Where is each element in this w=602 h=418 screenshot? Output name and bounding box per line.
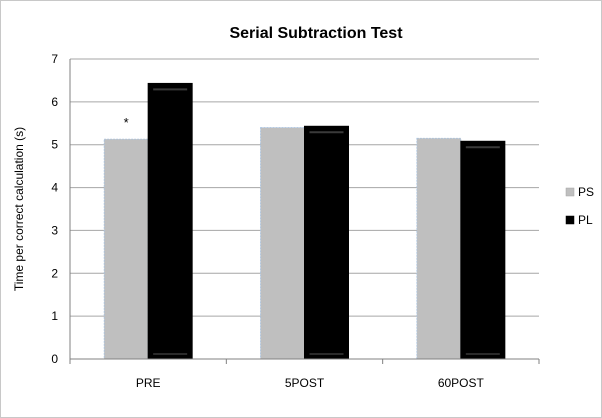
y-tick-label: 5: [51, 138, 58, 152]
significance-marker: *: [124, 115, 129, 130]
bar-ps-60post: [416, 137, 462, 360]
bar-ps-pre: [103, 138, 149, 360]
legend-swatch-ps: [565, 187, 575, 197]
legend-label-ps: PS: [578, 185, 594, 199]
y-tick-label: 6: [51, 95, 58, 109]
legend: PS PL: [565, 185, 594, 227]
x-tick-label: 60POST: [438, 376, 485, 390]
bars: [103, 82, 506, 360]
x-tick-label: PRE: [136, 376, 161, 390]
y-tick-label: 3: [51, 223, 58, 237]
bar-pl-5post: [304, 125, 349, 360]
y-tick-label: 0: [51, 352, 58, 366]
legend-swatch-pl: [565, 215, 575, 225]
bar-pl-pre: [147, 82, 193, 360]
bar-ps-5post: [260, 127, 305, 360]
y-tick-label: 2: [51, 266, 58, 280]
y-tick-label: 1: [51, 309, 58, 323]
y-tick-label: 7: [51, 52, 58, 66]
x-tick-label: 5POST: [285, 376, 325, 390]
axes: 0 1 2 3 4 5 6 7 PRE 5POST 60POST *: [51, 52, 540, 390]
chart-title: Serial Subtraction Test: [229, 25, 403, 42]
bar-pl-60post: [460, 140, 506, 360]
legend-label-pl: PL: [578, 213, 593, 227]
y-tick-label: 4: [51, 181, 58, 195]
y-axis-title: Time per correct calculation (s): [12, 127, 26, 291]
